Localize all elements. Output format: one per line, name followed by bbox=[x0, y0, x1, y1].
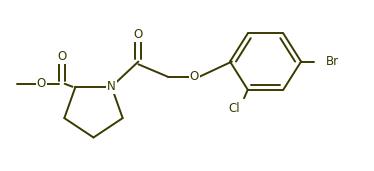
Text: O: O bbox=[190, 70, 199, 83]
Text: O: O bbox=[134, 28, 143, 41]
Text: Br: Br bbox=[325, 55, 338, 68]
Text: N: N bbox=[107, 80, 116, 93]
Text: O: O bbox=[37, 77, 46, 90]
Text: O: O bbox=[57, 50, 66, 63]
Text: Cl: Cl bbox=[229, 102, 240, 115]
